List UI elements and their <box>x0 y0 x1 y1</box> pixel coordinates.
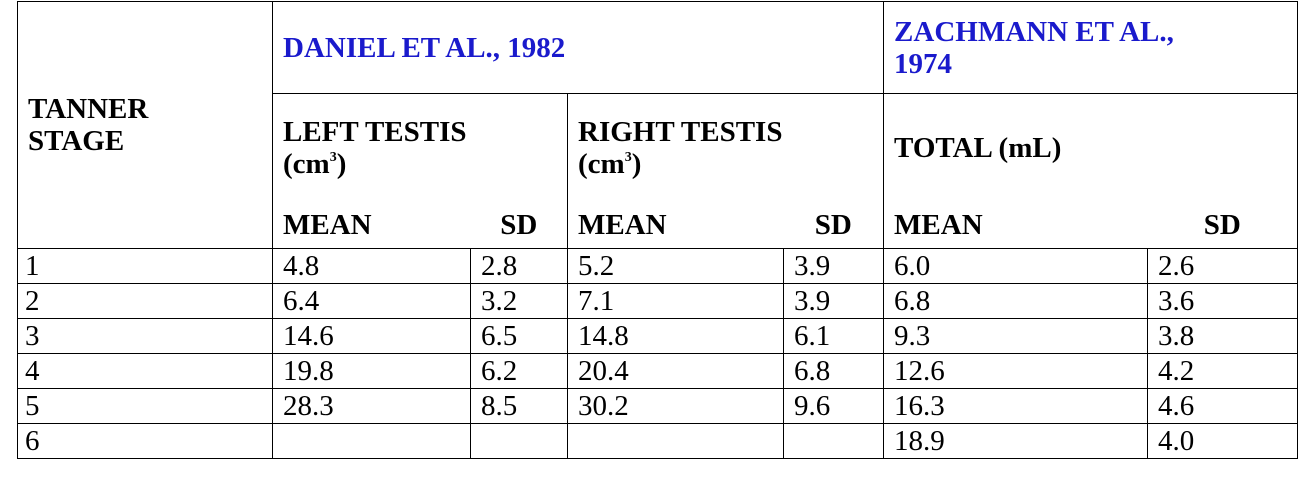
cell-right-mean: 5.2 <box>567 248 784 284</box>
table-row: 5 28.3 8.5 30.2 9.6 16.3 4.6 <box>17 388 1299 424</box>
cell-right-sd: 3.9 <box>782 283 885 319</box>
cell-total-sd: 3.8 <box>1147 318 1299 354</box>
cell-left-sd: 6.5 <box>470 318 568 354</box>
cell-left-mean: 4.8 <box>272 248 471 284</box>
cell-total-sd: 4.0 <box>1147 423 1299 459</box>
cell-right-mean <box>567 423 784 459</box>
cell-total-mean: 9.3 <box>883 318 1149 354</box>
left-sd-label: SD <box>500 208 538 241</box>
right-testis-header: RIGHT TESTIS (cm3) <box>566 93 885 202</box>
cell-right-sd: 3.9 <box>782 248 885 284</box>
cell-total-mean: 12.6 <box>883 353 1149 389</box>
right-sd-label: SD <box>814 208 852 241</box>
cell-stage: 5 <box>17 388 273 424</box>
cell-total-sd: 2.6 <box>1147 248 1299 284</box>
cell-left-sd <box>470 423 568 459</box>
tanner-stage-header: TANNER STAGE <box>17 1 273 249</box>
cell-stage: 3 <box>17 318 273 354</box>
cell-right-sd: 9.6 <box>782 388 885 424</box>
table-row: 1 4.8 2.8 5.2 3.9 6.0 2.6 <box>17 248 1299 284</box>
tanner-stage-header-line1: TANNER <box>28 93 149 125</box>
daniel-source-title: DANIEL ET AL., 1982 <box>283 31 566 64</box>
cell-stage: 6 <box>17 423 273 459</box>
cell-right-mean: 30.2 <box>567 388 784 424</box>
cell-stage: 2 <box>17 283 273 319</box>
cell-total-sd: 4.6 <box>1147 388 1299 424</box>
cell-total-mean: 16.3 <box>883 388 1149 424</box>
cell-stage: 1 <box>17 248 273 284</box>
tanner-stage-header-line2: STAGE <box>28 125 125 157</box>
left-mean-header: MEAN <box>272 201 471 249</box>
cell-left-mean: 19.8 <box>272 353 471 389</box>
header-row-sources: TANNER STAGE DANIEL ET AL., 1982 ZACHMAN… <box>17 1 1299 249</box>
cell-left-sd: 3.2 <box>470 283 568 319</box>
cell-left-mean: 6.4 <box>272 283 471 319</box>
right-testis-unit-exp: 3 <box>624 149 632 165</box>
left-sd-header: SD <box>470 201 568 249</box>
cell-left-sd: 8.5 <box>470 388 568 424</box>
right-testis-label: RIGHT TESTIS <box>578 115 783 148</box>
daniel-source-header: DANIEL ET AL., 1982 <box>271 1 885 94</box>
cell-right-mean: 14.8 <box>567 318 784 354</box>
left-testis-unit-exp: 3 <box>329 149 337 165</box>
right-sd-header: SD <box>783 201 885 249</box>
zachmann-source-header: ZACHMANN ET AL., 1974 <box>883 1 1299 94</box>
left-testis-unit: (cm <box>283 147 330 180</box>
total-mean-header: MEAN <box>883 201 1148 249</box>
cell-total-sd: 4.2 <box>1147 353 1299 389</box>
cell-total-mean: 6.0 <box>883 248 1149 284</box>
total-label: TOTAL (mL) <box>894 131 1062 164</box>
cell-total-mean: 18.9 <box>883 423 1149 459</box>
total-mean-label: MEAN <box>894 208 983 241</box>
zachmann-title-line1: ZACHMANN ET AL., <box>894 15 1174 48</box>
left-testis-label: LEFT TESTIS <box>283 115 467 148</box>
cell-stage: 4 <box>17 353 273 389</box>
cell-right-sd: 6.1 <box>782 318 885 354</box>
total-sd-label: SD <box>1203 208 1241 241</box>
zachmann-title-line2: 1974 <box>894 47 953 80</box>
right-mean-header: MEAN <box>567 201 784 249</box>
table-row: 2 6.4 3.2 7.1 3.9 6.8 3.6 <box>17 283 1299 319</box>
left-mean-label: MEAN <box>283 208 372 241</box>
right-mean-label: MEAN <box>578 208 667 241</box>
cell-right-sd: 6.8 <box>782 353 885 389</box>
total-header: TOTAL (mL) <box>883 93 1299 202</box>
cell-left-mean: 28.3 <box>272 388 471 424</box>
header-row-measures: LEFT TESTIS (cm3) RIGHT TESTIS (cm3) TOT… <box>18 93 1299 202</box>
cell-left-sd: 2.8 <box>470 248 568 284</box>
table-row: 6 18.9 4.0 <box>17 423 1299 459</box>
right-testis-unit: (cm <box>578 147 625 180</box>
total-sd-header: SD <box>1147 201 1299 249</box>
cell-right-sd <box>782 423 885 459</box>
table-row: 4 19.8 6.2 20.4 6.8 12.6 4.2 <box>17 353 1299 389</box>
left-testis-header: LEFT TESTIS (cm3) <box>272 93 568 202</box>
cell-total-sd: 3.6 <box>1147 283 1299 319</box>
cell-left-sd: 6.2 <box>470 353 568 389</box>
header-row-stats: MEAN SD MEAN SD MEAN SD <box>18 201 1299 249</box>
cell-right-mean: 20.4 <box>567 353 784 389</box>
data-body: 1 4.8 2.8 5.2 3.9 6.0 2.6 2 6.4 3.2 7.1 3.9 6.8 3.6 3 1… <box>17 248 1299 459</box>
right-testis-unit-close: ) <box>631 147 642 180</box>
testis-volume-table: TANNER STAGE DANIEL ET AL., 1982 ZACHMAN… <box>17 1 1299 459</box>
cell-left-mean: 14.6 <box>272 318 471 354</box>
left-testis-unit-close: ) <box>336 147 347 180</box>
cell-left-mean <box>272 423 471 459</box>
table-row: 3 14.6 6.5 14.8 6.1 9.3 3.8 <box>17 318 1299 354</box>
cell-total-mean: 6.8 <box>883 283 1149 319</box>
cell-right-mean: 7.1 <box>567 283 784 319</box>
